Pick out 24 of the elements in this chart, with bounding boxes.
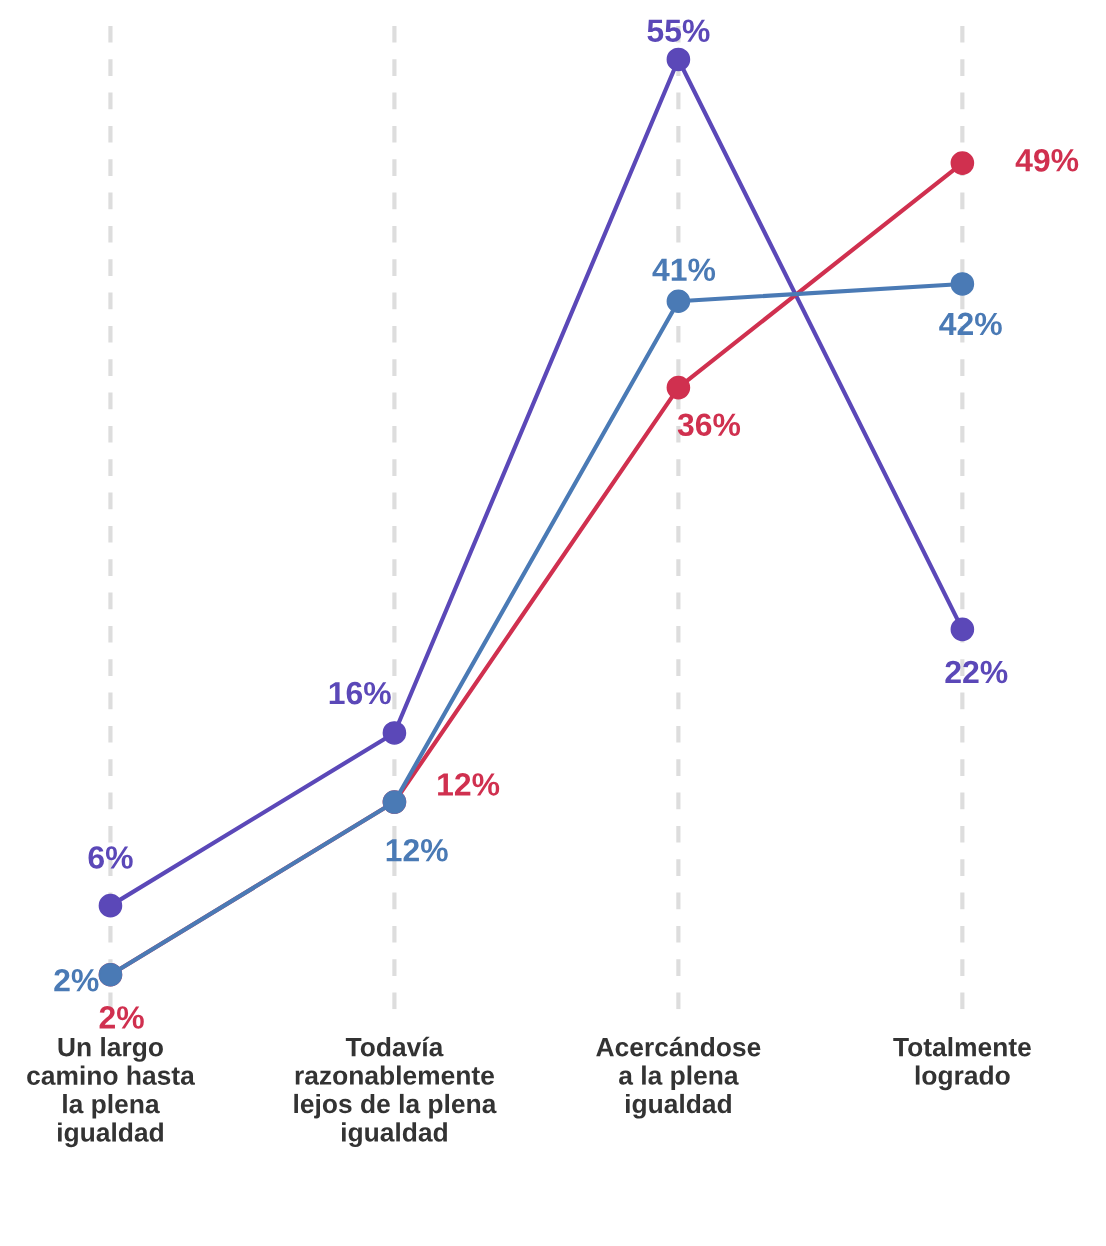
point — [98, 893, 123, 918]
x-tick-label: Acercándose a la plena igualdad — [596, 1036, 761, 1119]
data-label: 36% — [677, 413, 741, 437]
data-label: 2% — [99, 1006, 144, 1029]
point — [950, 617, 975, 642]
data-label: 55% — [647, 19, 710, 43]
data-label: 6% — [88, 846, 133, 869]
point — [666, 289, 691, 314]
point — [950, 151, 975, 175]
data-label: 12% — [438, 773, 500, 796]
x-tick-label: Totalmente logrado — [893, 1037, 1031, 1091]
x-tick-label: Todavía razonablemente lejos de la plena igualdad — [294, 1036, 497, 1148]
data-label: 41% — [652, 258, 716, 281]
data-label: 12% — [386, 838, 448, 862]
data-label: 2% — [54, 969, 99, 992]
data-label: 42% — [939, 312, 1002, 336]
data-label: 49% — [1015, 149, 1079, 172]
point — [382, 721, 407, 745]
point — [666, 375, 691, 400]
x-tick-label: Un largo camino hasta la plena igualdad — [27, 1037, 195, 1148]
point — [950, 272, 975, 296]
data-label: 22% — [945, 660, 1008, 684]
point — [666, 47, 691, 72]
data-label: 16% — [329, 681, 391, 705]
